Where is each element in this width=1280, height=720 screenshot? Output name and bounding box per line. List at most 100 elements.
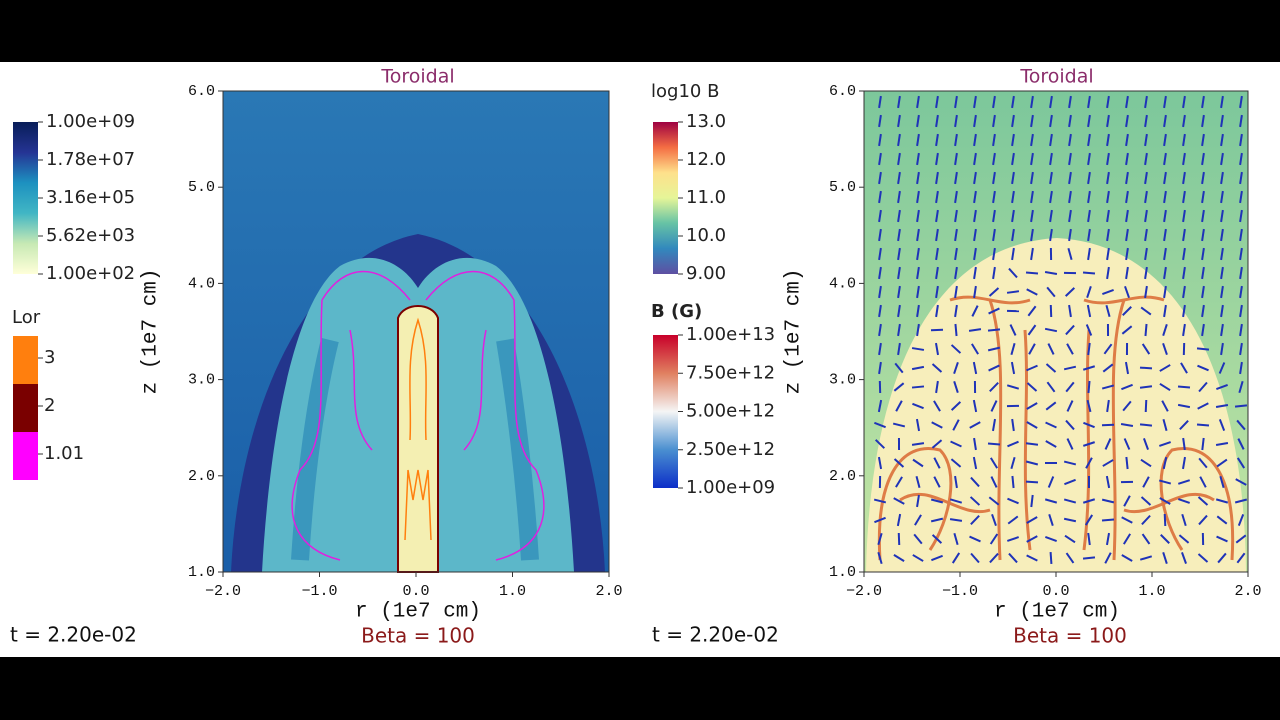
- vector-glyph: [973, 437, 977, 451]
- vector-glyph: [1106, 114, 1110, 128]
- vector-glyph: [1045, 363, 1057, 373]
- vector-glyph: [992, 266, 996, 280]
- vector-glyph: [954, 247, 958, 261]
- vector-glyph: [1087, 209, 1091, 223]
- vector-glyph: [1201, 247, 1205, 261]
- vector-glyph: [1198, 381, 1208, 393]
- vector-glyph: [1049, 209, 1053, 223]
- vector-glyph: [1046, 381, 1056, 393]
- vector-glyph: [1065, 552, 1075, 564]
- vector-glyph: [1220, 95, 1224, 109]
- vector-glyph: [1198, 514, 1208, 526]
- vector-glyph: [1121, 383, 1133, 391]
- vector-glyph: [973, 114, 977, 128]
- vector-glyph: [1236, 552, 1246, 564]
- vector-glyph: [1139, 366, 1153, 370]
- vector-glyph: [1144, 209, 1148, 223]
- vector-glyph: [1087, 228, 1091, 242]
- vector-glyph: [1010, 361, 1016, 375]
- vector-glyph: [1044, 498, 1058, 504]
- vector-glyph: [988, 364, 1000, 372]
- vector-glyph: [1218, 362, 1226, 374]
- vector-glyph: [1182, 266, 1186, 280]
- colorbar-tick-label: 5.00e+12: [686, 401, 775, 422]
- vector-glyph: [935, 209, 939, 223]
- vector-glyph: [1047, 476, 1055, 488]
- vector-glyph: [954, 171, 958, 185]
- vector-glyph: [931, 363, 943, 373]
- vector-glyph: [1125, 114, 1129, 128]
- vector-glyph: [969, 496, 981, 506]
- vector-glyph: [1182, 323, 1186, 337]
- vector-glyph: [1106, 228, 1110, 242]
- vector-glyph: [1220, 323, 1224, 337]
- vector-glyph: [1086, 285, 1092, 299]
- vector-glyph: [1239, 95, 1243, 109]
- vector-glyph: [897, 95, 901, 109]
- vector-glyph: [1220, 285, 1224, 299]
- colorbar-tick-label: 2.50e+12: [686, 439, 775, 460]
- vector-glyph: [1182, 95, 1186, 109]
- vector-glyph: [897, 228, 901, 242]
- vector-glyph: [1143, 438, 1149, 450]
- vector-glyph: [1101, 518, 1115, 522]
- vector-glyph: [1239, 190, 1243, 204]
- vector-glyph: [1163, 133, 1167, 147]
- vector-glyph: [1087, 152, 1091, 166]
- vector-glyph: [1068, 114, 1072, 128]
- vector-glyph: [1125, 456, 1129, 470]
- vector-glyph: [1121, 325, 1133, 335]
- vector-glyph: [990, 476, 998, 488]
- vector-glyph: [1120, 423, 1134, 427]
- vector-glyph: [935, 152, 939, 166]
- colorbar-tick-label: 13.0: [686, 111, 726, 132]
- vector-glyph: [1026, 516, 1038, 524]
- vector-glyph: [1087, 171, 1091, 185]
- y-tick-label: 4.0: [829, 275, 856, 292]
- vector-glyph: [1106, 190, 1110, 204]
- vector-glyph: [931, 421, 943, 429]
- vector-glyph: [1068, 190, 1072, 204]
- vector-glyph: [1201, 266, 1205, 280]
- vector-glyph: [968, 328, 982, 332]
- vector-glyph: [1027, 305, 1037, 317]
- vector-glyph: [893, 553, 905, 563]
- vector-glyph: [1068, 95, 1072, 109]
- vector-glyph: [1220, 133, 1224, 147]
- vector-glyph: [1006, 384, 1020, 390]
- vector-glyph: [1026, 421, 1038, 429]
- vector-glyph: [1182, 247, 1186, 261]
- vector-glyph: [935, 171, 939, 185]
- vector-glyph: [1064, 287, 1076, 297]
- vector-glyph: [1177, 498, 1191, 504]
- vector-glyph: [949, 518, 963, 522]
- colorbar-tick-label: 1.78e+07: [46, 149, 135, 170]
- vector-glyph: [934, 342, 940, 356]
- vector-glyph: [1215, 498, 1229, 504]
- vector-glyph: [1163, 228, 1167, 242]
- vector-glyph: [1220, 114, 1224, 128]
- vector-glyph: [1144, 247, 1148, 261]
- vector-glyph: [1087, 133, 1091, 147]
- vector-glyph: [911, 347, 925, 351]
- vector-glyph: [1011, 418, 1015, 432]
- vector-glyph: [972, 399, 978, 413]
- vector-glyph: [897, 190, 901, 204]
- vector-glyph: [953, 361, 959, 375]
- vector-glyph: [1201, 133, 1205, 147]
- vector-glyph: [1030, 494, 1034, 508]
- vector-glyph: [893, 382, 905, 392]
- vector-glyph: [1215, 404, 1229, 408]
- vector-glyph: [1106, 209, 1110, 223]
- vector-glyph: [878, 361, 882, 375]
- x-tick-label: 2.0: [1234, 583, 1261, 600]
- vector-glyph: [1087, 342, 1091, 356]
- vector-glyph: [1234, 498, 1248, 504]
- vector-glyph: [949, 498, 963, 504]
- vector-glyph: [1163, 209, 1167, 223]
- y-tick-label: 3.0: [829, 372, 856, 389]
- vector-glyph: [1046, 286, 1056, 298]
- vector-glyph: [1030, 247, 1034, 261]
- vector-glyph: [1163, 266, 1167, 280]
- vector-glyph: [897, 133, 901, 147]
